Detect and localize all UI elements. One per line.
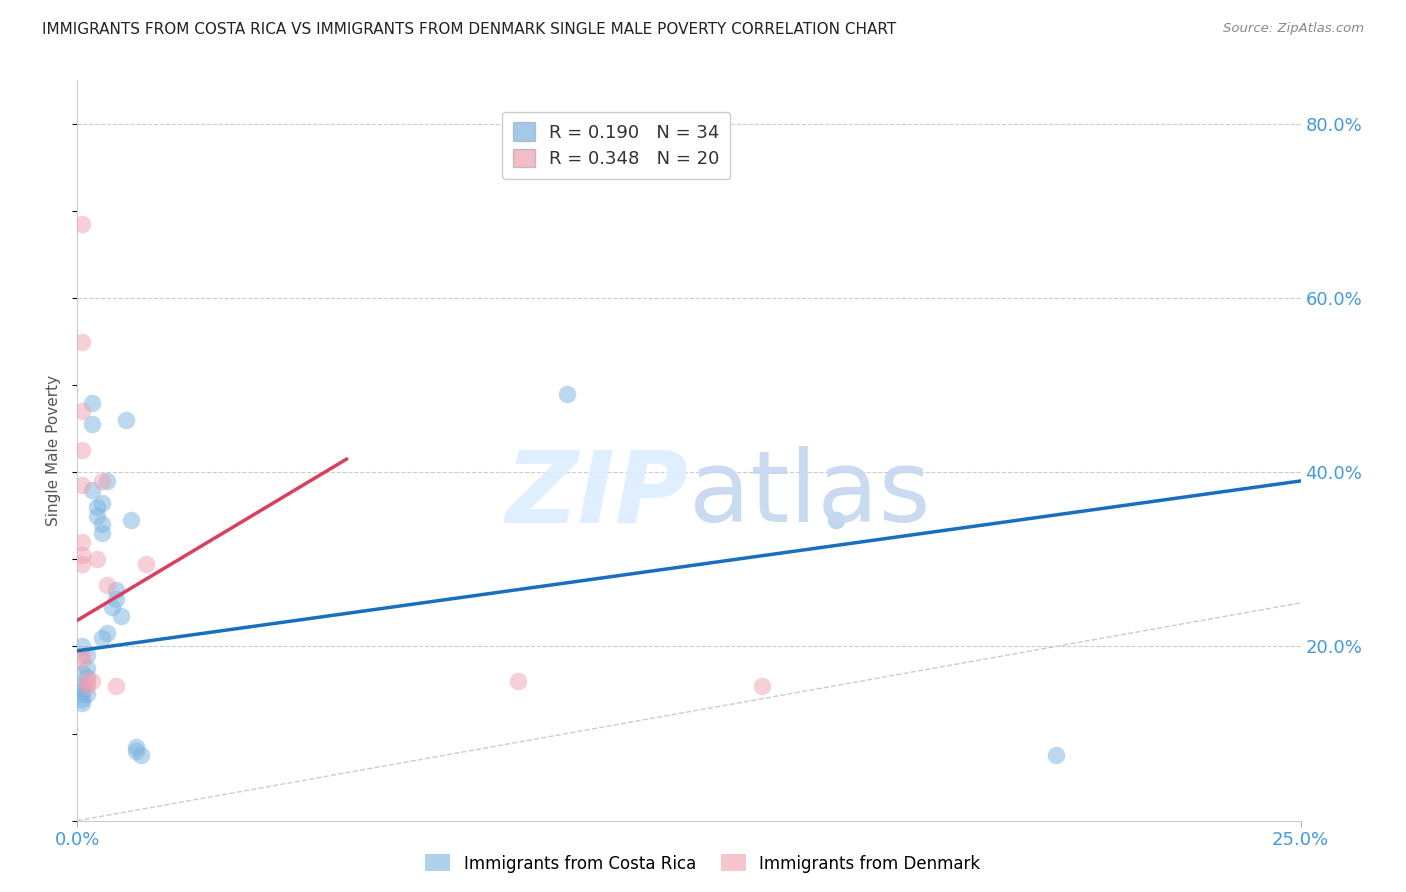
Point <box>86 500 108 514</box>
Point <box>70 652 93 666</box>
Point <box>110 609 132 624</box>
Point <box>80 395 103 409</box>
Point <box>80 417 103 432</box>
Point <box>100 600 122 615</box>
Point <box>70 640 93 654</box>
Point <box>125 744 148 758</box>
Point <box>70 548 93 562</box>
Point <box>70 691 93 706</box>
Point <box>76 661 98 675</box>
Point <box>135 557 157 571</box>
Point <box>76 687 98 701</box>
Legend: Immigrants from Costa Rica, Immigrants from Denmark: Immigrants from Costa Rica, Immigrants f… <box>419 847 987 880</box>
Point <box>90 496 112 510</box>
Point <box>80 674 103 689</box>
Point <box>76 674 98 689</box>
Point <box>96 474 118 488</box>
Point <box>76 679 98 693</box>
Point <box>90 526 112 541</box>
Point <box>129 748 152 763</box>
Point <box>96 578 118 592</box>
Point <box>70 683 93 698</box>
Point <box>76 648 98 662</box>
Y-axis label: Single Male Poverty: Single Male Poverty <box>46 375 62 526</box>
Point <box>90 631 112 645</box>
Point <box>555 387 578 401</box>
Point <box>70 696 93 710</box>
Text: Source: ZipAtlas.com: Source: ZipAtlas.com <box>1223 22 1364 36</box>
Point <box>70 687 93 701</box>
Text: atlas: atlas <box>689 446 931 543</box>
Point <box>76 670 98 684</box>
Point <box>80 483 103 497</box>
Point <box>105 679 128 693</box>
Point <box>90 517 112 532</box>
Point <box>70 217 93 231</box>
Point <box>70 535 93 549</box>
Point <box>96 626 118 640</box>
Point <box>125 739 148 754</box>
Point <box>70 679 93 693</box>
Point <box>824 513 846 527</box>
Point <box>1045 748 1067 763</box>
Point <box>751 679 773 693</box>
Text: ZIP: ZIP <box>506 446 689 543</box>
Point <box>70 557 93 571</box>
Point <box>70 443 93 458</box>
Point <box>105 582 128 597</box>
Point <box>506 674 529 689</box>
Point <box>105 591 128 606</box>
Point <box>70 648 93 662</box>
Point <box>115 413 138 427</box>
Point <box>86 508 108 523</box>
Point <box>120 513 142 527</box>
Point <box>70 478 93 492</box>
Point <box>86 552 108 566</box>
Point <box>70 334 93 349</box>
Point <box>70 665 93 680</box>
Point <box>90 474 112 488</box>
Legend: R = 0.190   N = 34, R = 0.348   N = 20: R = 0.190 N = 34, R = 0.348 N = 20 <box>502 112 730 179</box>
Text: IMMIGRANTS FROM COSTA RICA VS IMMIGRANTS FROM DENMARK SINGLE MALE POVERTY CORREL: IMMIGRANTS FROM COSTA RICA VS IMMIGRANTS… <box>42 22 897 37</box>
Point <box>70 404 93 418</box>
